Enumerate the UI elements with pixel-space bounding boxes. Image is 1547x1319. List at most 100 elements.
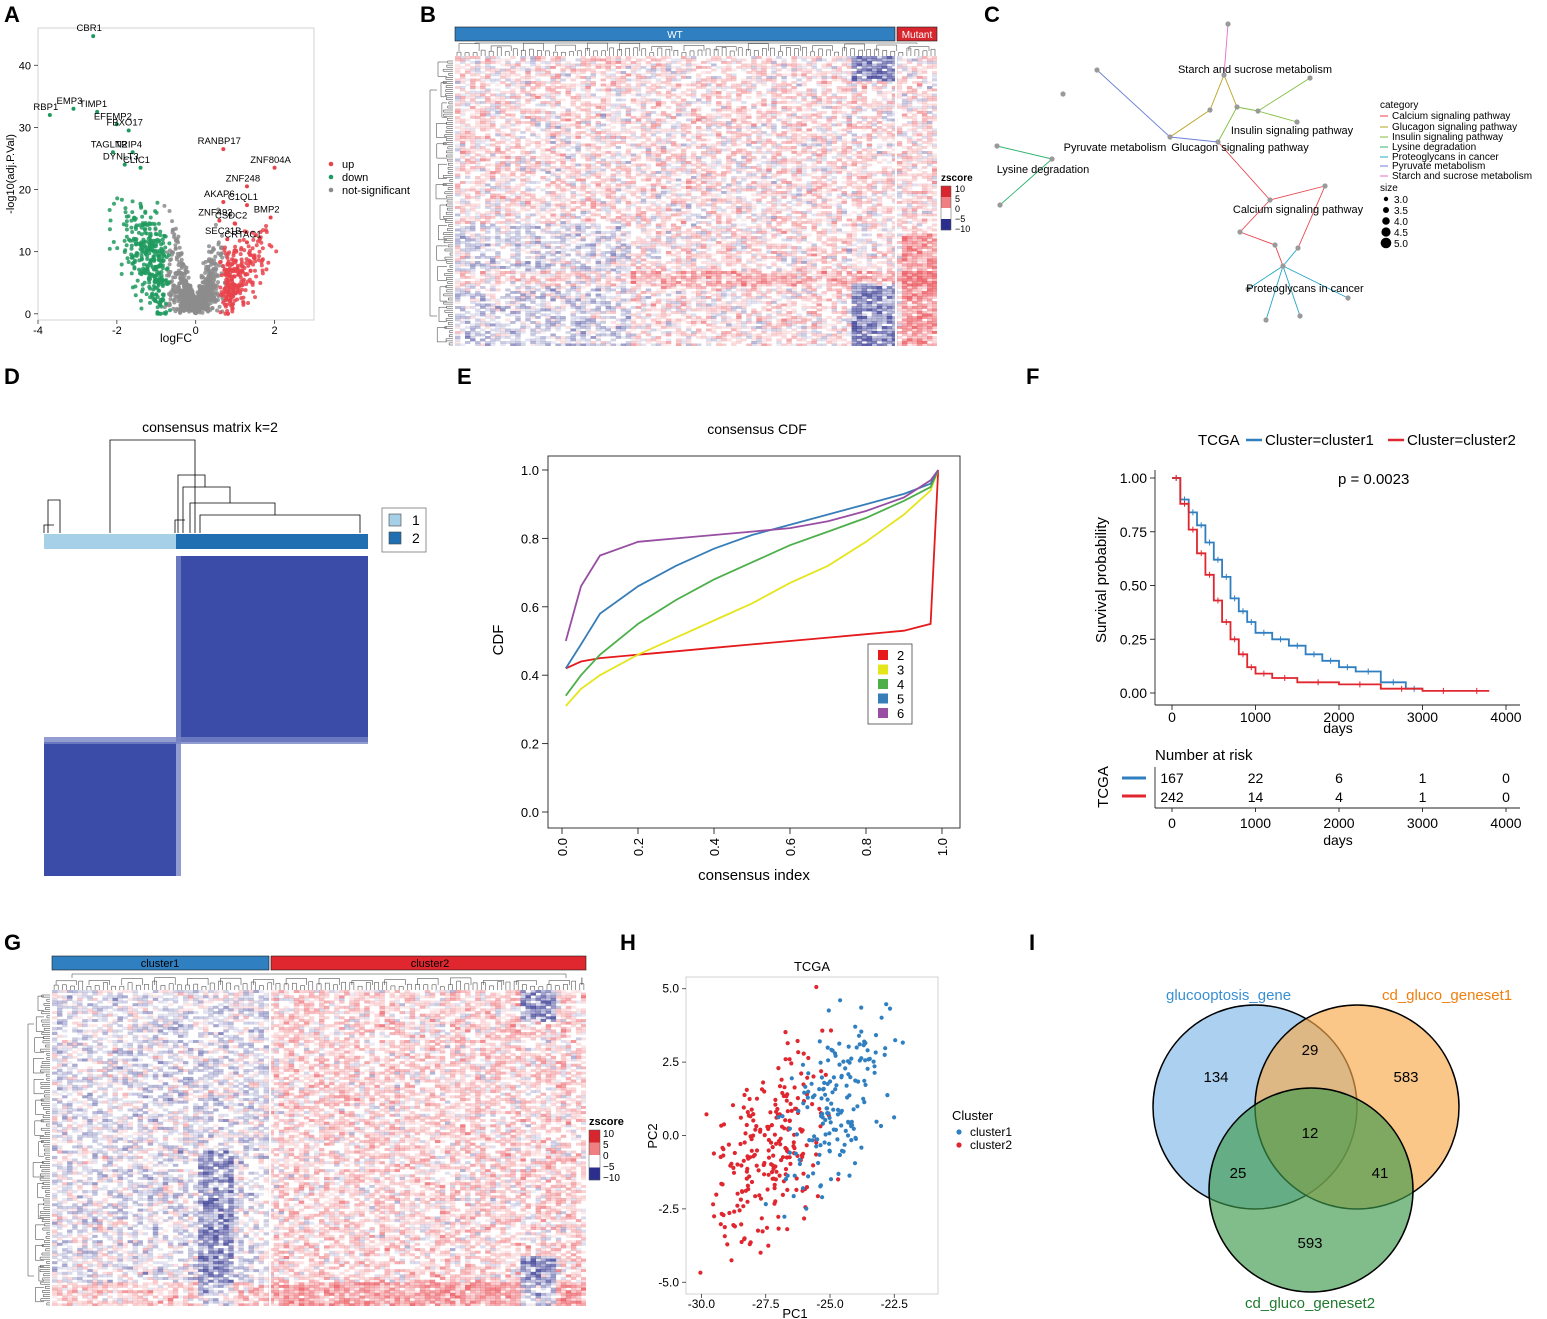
heatmap-cell	[490, 73, 496, 77]
heatmap-cell	[600, 136, 606, 139]
heatmap-cell	[480, 106, 486, 109]
heatmap-cell	[906, 58, 913, 62]
heatmap-cell	[575, 151, 581, 154]
heatmap-cell	[736, 183, 742, 187]
heatmap-cell	[500, 76, 506, 79]
heatmap-cell	[932, 138, 937, 142]
heatmap-cell	[650, 68, 657, 72]
heatmap-cell	[821, 171, 827, 174]
volcano-point-ns	[185, 300, 190, 305]
heatmap-cell	[711, 68, 717, 72]
heatmap-cell	[861, 178, 868, 182]
heatmap-cell	[916, 106, 923, 109]
heatmap-cell	[876, 106, 883, 109]
heatmap-cell	[711, 178, 717, 182]
volcano-point-up	[232, 248, 237, 253]
heatmap-cell	[545, 103, 551, 107]
heatmap-cell	[460, 151, 466, 154]
heatmap-cell	[906, 158, 913, 162]
heatmap-cell	[916, 148, 923, 152]
heatmap-cell	[786, 116, 792, 119]
heatmap-cell	[771, 141, 777, 144]
heatmap-cell	[906, 91, 913, 94]
heatmap-cell	[515, 141, 521, 144]
heatmap-cell	[585, 148, 591, 152]
heatmap-cell	[861, 56, 868, 59]
volcano-point-down	[108, 218, 113, 223]
heatmap-cell	[640, 126, 647, 129]
heatmap-cell	[575, 168, 581, 172]
heatmap-cell	[861, 118, 868, 122]
heatmap-cell	[660, 173, 667, 177]
heatmap-cell	[771, 103, 777, 107]
heatmap-cell	[921, 96, 928, 99]
heatmap-cell	[665, 178, 672, 182]
heatmap-cell	[766, 73, 772, 77]
heatmap-cell	[696, 178, 702, 182]
heatmap-cell	[701, 138, 707, 142]
heatmap-cell	[856, 103, 863, 107]
heatmap-cell	[560, 133, 566, 137]
heatmap-cell	[756, 108, 762, 112]
heatmap-cell	[836, 73, 842, 77]
heatmap-cell	[490, 68, 496, 72]
heatmap-cell	[605, 108, 611, 112]
heatmap-cell	[515, 81, 521, 84]
heatmap-cell	[640, 171, 647, 174]
heatmap-cell	[530, 141, 536, 144]
heatmap-cell	[921, 151, 928, 154]
heatmap-cell	[605, 128, 611, 132]
heatmap-cell	[896, 63, 903, 67]
heatmap-cell	[610, 153, 616, 157]
heatmap-cell	[736, 151, 742, 154]
heatmap-cell	[665, 93, 672, 97]
heatmap-cell	[455, 143, 461, 147]
heatmap-cell	[490, 153, 496, 157]
heatmap-cell	[886, 173, 893, 177]
heatmap-cell	[751, 141, 757, 144]
heatmap-cell	[856, 168, 863, 172]
heatmap-cell	[525, 143, 531, 147]
panel-label-i: I	[1029, 930, 1036, 955]
heatmap-cell	[630, 63, 637, 67]
heatmap-cell	[595, 116, 601, 119]
heatmap-cell	[841, 143, 847, 147]
heatmap-cell	[876, 103, 883, 107]
heatmap-cell	[495, 98, 501, 102]
heatmap-cell	[630, 168, 637, 172]
heatmap-cell	[851, 93, 857, 97]
heatmap-cell	[821, 81, 827, 84]
heatmap-cell	[791, 133, 797, 137]
heatmap-cell	[600, 138, 606, 142]
heatmap-cell	[881, 158, 888, 162]
heatmap-cell	[540, 83, 546, 87]
heatmap-cell	[932, 171, 937, 174]
volcano-point-down	[132, 258, 137, 263]
heatmap-cell	[821, 88, 827, 92]
heatmap-cell	[610, 106, 616, 109]
heatmap-cell	[841, 58, 847, 62]
heatmap-cell	[680, 111, 687, 114]
heatmap-cell	[731, 133, 737, 137]
heatmap-cell	[545, 96, 551, 99]
heatmap-cell	[801, 98, 807, 102]
volcano-point-down	[147, 274, 152, 279]
heatmap-cell	[505, 91, 511, 94]
heatmap-cell	[696, 158, 702, 162]
heatmap-cell	[635, 168, 642, 172]
heatmap-cell	[560, 138, 566, 142]
heatmap-cell	[660, 86, 667, 89]
heatmap-cell	[901, 151, 908, 154]
heatmap-cell	[545, 163, 551, 167]
heatmap-cell	[876, 71, 883, 74]
heatmap-cell	[540, 58, 546, 62]
heatmap-cell	[696, 73, 702, 77]
volcano-point-labeled	[95, 109, 100, 114]
heatmap-cell	[500, 183, 506, 187]
heatmap-cell	[911, 178, 918, 182]
a-ytick-label: 30	[19, 122, 31, 134]
heatmap-cell	[786, 168, 792, 172]
heatmap-cell	[796, 171, 802, 174]
heatmap-cell	[911, 98, 918, 102]
volcano-point-ns	[174, 257, 179, 262]
